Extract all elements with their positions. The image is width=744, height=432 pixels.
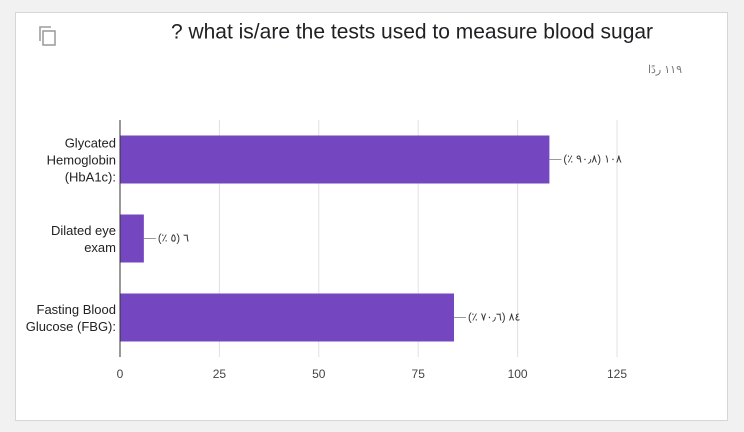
y-tick-label: Glycated Hemoglobin (HbA1c): <box>46 135 116 184</box>
y-tick-label: Fasting Blood Glucose (FBG): <box>25 301 116 334</box>
x-tick-label: 50 <box>312 367 326 381</box>
bar <box>120 135 550 184</box>
chart-title: ? what is/are the tests used to measure … <box>171 21 653 44</box>
copy-icon-back <box>39 26 51 41</box>
value-label: ٦ (٥ ٪) <box>158 232 189 244</box>
value-label: ٨٤ (٧٠٫٦ ٪) <box>468 311 521 323</box>
x-tick-label: 25 <box>213 367 227 381</box>
bar <box>120 214 144 263</box>
bar <box>120 293 454 342</box>
value-label: ١٠٨ (٩٠٫٨ ٪) <box>563 153 621 165</box>
copy-icon[interactable] <box>39 26 56 46</box>
x-tick-label: 75 <box>412 367 426 381</box>
copy-icon-front <box>42 30 56 46</box>
x-tick-label: 125 <box>607 367 627 381</box>
x-tick-label: 100 <box>508 367 528 381</box>
x-tick-label: 0 <box>117 367 124 381</box>
chart-subtitle: ١١٩ ردًا <box>648 64 682 76</box>
y-tick-label: Dilated eye exam <box>50 222 116 255</box>
